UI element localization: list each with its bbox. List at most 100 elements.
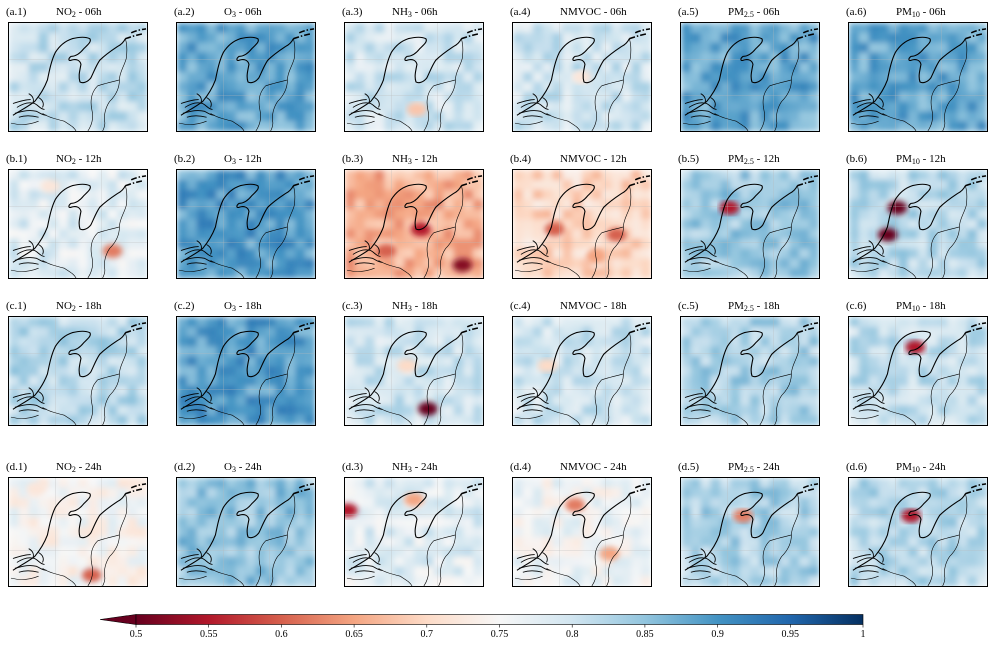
field-cell — [404, 576, 415, 586]
field-cell — [236, 405, 247, 416]
field-cell — [977, 228, 987, 240]
field-cell — [186, 238, 198, 250]
field-cell — [542, 556, 553, 567]
field-cell — [878, 121, 889, 131]
field-cell — [196, 576, 208, 586]
maritime-boundary — [965, 483, 987, 495]
field-cell — [601, 121, 613, 131]
field-cell — [177, 42, 188, 53]
field-cell — [562, 356, 573, 367]
field-cell — [700, 189, 712, 200]
field-cell — [591, 189, 603, 200]
field-cell — [591, 317, 603, 328]
field-cell — [345, 121, 356, 131]
field-cell — [394, 536, 405, 548]
field-cell — [345, 101, 356, 112]
field-cell — [601, 81, 613, 93]
field-cell — [611, 487, 622, 499]
field-cell — [947, 81, 958, 93]
field-cell — [137, 72, 147, 83]
field-cell — [789, 366, 800, 377]
field-cell — [97, 179, 109, 191]
field-cell — [68, 258, 79, 269]
field-cell — [137, 62, 147, 73]
field-cell — [918, 248, 929, 259]
field-cell — [305, 497, 315, 508]
field-cell — [216, 248, 227, 259]
maritime-boundary — [797, 322, 819, 334]
lead-time: - 06h — [411, 6, 438, 18]
field-cell — [730, 517, 741, 528]
field-cell — [740, 199, 751, 210]
field-cell — [404, 91, 415, 103]
field-cell — [740, 228, 751, 240]
field-cell — [68, 356, 79, 367]
field-cell — [345, 556, 356, 567]
field-cell — [38, 395, 49, 406]
field-cell — [720, 23, 731, 34]
field-cell — [710, 42, 721, 53]
field-cell — [730, 32, 741, 44]
field-cell — [977, 346, 987, 357]
field-cell — [275, 111, 286, 122]
field-cell — [918, 576, 929, 586]
field-cell — [78, 566, 89, 577]
field-cell — [255, 42, 267, 53]
field-cell — [641, 546, 651, 558]
lead-time: - 12h — [753, 153, 780, 165]
field-cell — [878, 326, 889, 338]
field-cell — [404, 346, 415, 357]
field-cell — [611, 336, 622, 347]
field-cell — [433, 268, 445, 278]
field-cell — [127, 326, 138, 338]
field-cell — [78, 366, 89, 377]
field-cell — [226, 209, 237, 220]
field-cell — [246, 268, 257, 278]
field-cell — [275, 81, 286, 93]
field-cell — [730, 497, 741, 508]
field-cell — [888, 487, 899, 499]
field-cell — [28, 248, 40, 259]
field-cell — [631, 199, 642, 210]
field-cell — [937, 576, 949, 586]
field-cell — [9, 385, 20, 397]
field-cell — [196, 415, 208, 425]
field-cell — [631, 91, 642, 103]
field-cell — [582, 556, 593, 567]
field-cell — [394, 326, 405, 338]
field-cell — [957, 52, 968, 63]
field-cell — [888, 81, 899, 93]
field-cell — [127, 23, 138, 34]
field-cell — [255, 566, 267, 577]
field-cell — [295, 238, 306, 250]
field-cell — [542, 170, 553, 181]
field-cell — [463, 395, 474, 406]
field-cell — [700, 199, 712, 210]
field-cell — [58, 546, 69, 558]
field-cell — [364, 199, 376, 210]
field-cell — [364, 356, 376, 367]
field-cell — [601, 111, 613, 122]
field-cell — [720, 248, 731, 259]
field-cell — [265, 576, 277, 586]
field-cell — [690, 32, 702, 44]
field-cell — [878, 42, 889, 53]
field-cell — [295, 228, 306, 240]
field-cell — [28, 576, 40, 586]
colorbar-tick-label: 0.75 — [490, 629, 509, 640]
field-cell — [345, 536, 356, 548]
pollutant-name: NO — [56, 6, 72, 18]
field-cell — [957, 238, 968, 250]
field-cell — [345, 336, 356, 347]
field-cell — [137, 52, 147, 63]
field-cell — [186, 395, 198, 406]
field-cell — [206, 72, 217, 83]
field-cell — [957, 219, 968, 230]
field-cell — [226, 228, 237, 240]
maritime-boundary — [293, 483, 315, 495]
field-cell — [453, 199, 464, 210]
field-cell — [97, 258, 109, 269]
field-cell — [542, 268, 553, 278]
field-cell — [799, 72, 810, 83]
field-cell — [9, 199, 20, 210]
